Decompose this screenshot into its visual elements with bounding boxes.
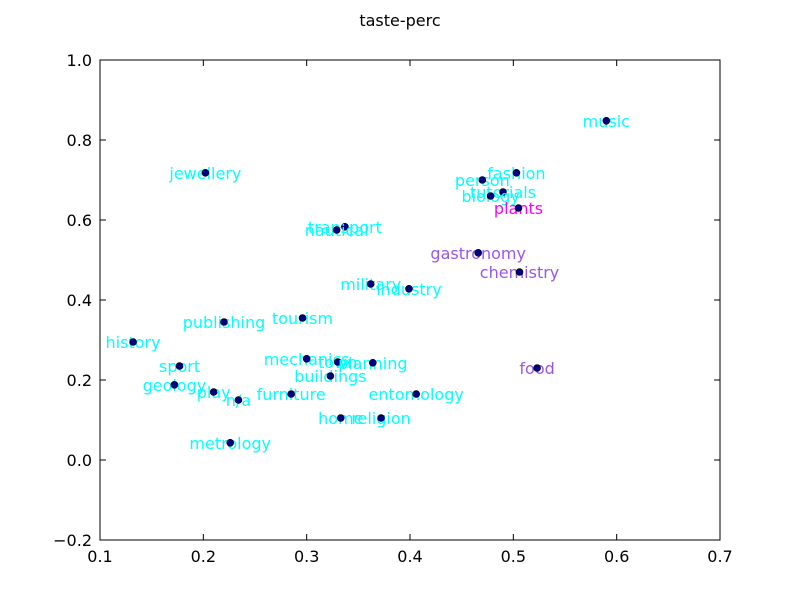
data-point (287, 390, 295, 398)
x-tick-label: 0.4 (397, 547, 422, 566)
data-point (512, 169, 521, 177)
data-point (486, 192, 495, 200)
y-tick-label: 0.4 (67, 291, 92, 310)
data-point (368, 358, 377, 367)
data-point (366, 280, 375, 288)
data-point (333, 358, 342, 366)
data-point (220, 318, 228, 326)
data-point (533, 364, 541, 372)
data-point (226, 438, 234, 447)
data-point (175, 362, 184, 370)
data-point (298, 314, 307, 322)
data-point (474, 249, 483, 257)
x-tick-label: 0.1 (87, 547, 112, 566)
y-tick-label: 0.0 (67, 451, 92, 470)
data-point (326, 372, 335, 380)
x-tick-label: 0.3 (294, 547, 319, 566)
y-tick-label: 0.6 (67, 211, 92, 230)
data-point (336, 414, 345, 422)
y-tick-label: 1.0 (67, 51, 92, 70)
data-point (209, 388, 218, 396)
data-point (302, 354, 311, 363)
axes: 0.1 0.2 0.3 0.4 0.5 0.6 0.7 −0.2 0.0 0.2 0.4 0.6 0.8… (53, 51, 733, 566)
data-point (478, 176, 487, 184)
data-point (499, 188, 507, 196)
y-tick-label: 0.8 (67, 131, 92, 150)
data-point (129, 338, 137, 346)
y-tick-label: 0.2 (67, 371, 92, 390)
chart-marks: musicfashionpersontutorialsbiologyplants… (106, 112, 630, 453)
data-point (405, 284, 413, 293)
data-point (332, 226, 341, 234)
x-tick-label: 0.6 (604, 547, 629, 566)
data-point (412, 390, 421, 398)
data-point (602, 117, 611, 125)
data-point (514, 204, 523, 212)
data-point (377, 414, 385, 422)
data-point (341, 223, 349, 231)
y-tick-label: −0.2 (53, 531, 92, 550)
x-tick-label: 0.2 (191, 547, 216, 566)
data-point (170, 380, 179, 389)
x-tick-label: 0.5 (501, 547, 526, 566)
chart-title: taste-perc (359, 11, 440, 30)
data-point (234, 396, 243, 404)
data-point (201, 169, 210, 177)
data-point (515, 268, 524, 276)
x-tick-label: 0.7 (707, 547, 732, 566)
